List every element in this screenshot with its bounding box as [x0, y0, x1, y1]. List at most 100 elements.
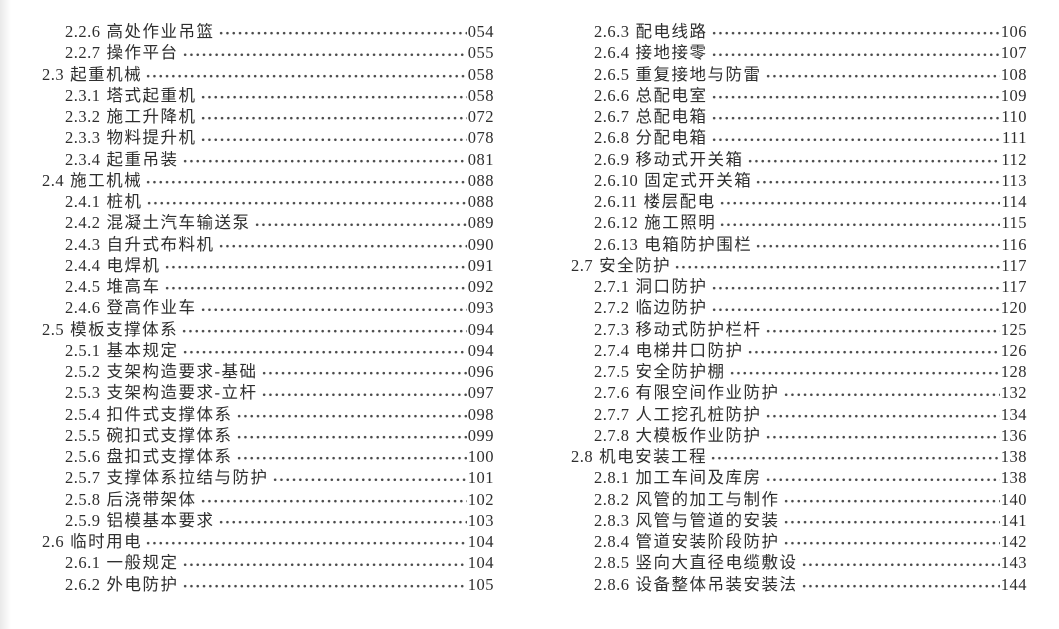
dot-leader	[181, 148, 467, 170]
toc-entry: 2.5.1 基本规定 094	[42, 339, 494, 361]
entry-number: 2.3.3	[65, 128, 101, 148]
entry-title: 支架构造要求-立杆	[106, 383, 258, 403]
entry-number: 2.2.7	[65, 43, 101, 63]
toc-entry: 2.2.7 操作平台 055	[42, 42, 494, 64]
entry-number: 2.8	[571, 447, 594, 466]
entry-page: 134	[1000, 404, 1027, 424]
entry-number: 2.3.1	[65, 85, 101, 105]
toc-entry: 2.5.7 支撑体系拉结与防护 101	[42, 467, 494, 489]
dot-leader	[782, 382, 1000, 404]
entry-page: 136	[1000, 425, 1027, 445]
dot-leader	[163, 254, 467, 276]
dot-leader	[260, 361, 467, 383]
entry-title: 风管的加工与制作	[635, 489, 780, 509]
entry-page: 103	[467, 510, 494, 530]
entry-number: 2.6.10	[594, 170, 639, 190]
toc-entry: 2.5.8 后浇带架体 102	[42, 488, 494, 510]
entry-number: 2.7	[571, 255, 594, 275]
entry-number: 2.7.8	[594, 425, 630, 445]
entry-number: 2.8.1	[594, 468, 630, 488]
dot-leader	[764, 403, 1000, 425]
dot-leader	[145, 191, 467, 213]
entry-title: 安全防护棚	[635, 362, 726, 381]
entry-title: 安全防护	[599, 255, 672, 275]
entry-title: 施工机械	[70, 170, 143, 190]
entry-number: 2.6.5	[594, 64, 630, 84]
entry-page: 114	[1001, 192, 1027, 211]
entry-page: 116	[1001, 234, 1027, 254]
entry-title: 登高作业车	[106, 298, 197, 318]
entry-title: 分配电箱	[635, 128, 708, 148]
entry-number: 2.6	[42, 532, 65, 551]
toc-entry: 2.6.9 移动式开关箱 112	[571, 148, 1027, 170]
toc-entry: 2.6.7 总配电箱 110	[571, 106, 1027, 128]
entry-title: 人工挖孔桩防护	[635, 404, 762, 424]
toc-entry: 2.8.1 加工车间及库房 138	[571, 467, 1027, 489]
toc-entry: 2.6.5 重复接地与防雷 108	[571, 63, 1027, 85]
entry-title: 风管与管道的安装	[635, 510, 780, 530]
toc-entry: 2.8.5 竖向大直径电缆敷设 143	[571, 552, 1027, 574]
dot-leader	[710, 21, 1000, 43]
toc-entry: 2.5.4 扣件式支撑体系 098	[42, 403, 494, 425]
entry-page: 104	[467, 532, 494, 551]
dot-leader	[181, 42, 467, 64]
dot-leader	[674, 254, 1001, 276]
entry-page: 055	[467, 43, 494, 63]
toc-entry: 2.6.12 施工照明 115	[571, 212, 1027, 234]
entry-page: 100	[467, 447, 494, 466]
entry-page: 112	[1001, 149, 1027, 169]
entry-number: 2.5.6	[65, 447, 101, 466]
toc-entry: 2.5.9 铝模基本要求 103	[42, 509, 494, 531]
dot-leader	[199, 488, 467, 510]
toc-entry: 2.7.7 人工挖孔桩防护 134	[571, 403, 1027, 425]
toc-entry: 2.3 起重机械 058	[42, 63, 494, 85]
dot-leader	[746, 339, 1000, 361]
entry-page: 091	[467, 255, 494, 275]
entry-number: 2.4	[42, 170, 65, 190]
entry-title: 加工车间及库房	[635, 468, 762, 488]
dot-leader	[163, 276, 467, 298]
entry-number: 2.5.8	[65, 489, 101, 509]
entry-title: 操作平台	[106, 43, 179, 63]
toc-entry: 2.5 模板支撑体系 094	[42, 318, 494, 340]
toc-entry: 2.6.8 分配电箱 111	[571, 127, 1027, 149]
entry-number: 2.6.13	[594, 234, 639, 254]
toc-entry: 2.5.6 盘扣式支撑体系 100	[42, 446, 494, 468]
entry-number: 2.6.3	[594, 22, 630, 41]
entry-number: 2.7.2	[594, 298, 630, 318]
dot-leader	[145, 63, 467, 85]
entry-page: 104	[467, 553, 494, 573]
entry-number: 2.5.2	[65, 362, 101, 381]
entry-number: 2.7.5	[594, 362, 630, 381]
entry-title: 后浇带架体	[106, 489, 197, 509]
entry-title: 楼层配电	[643, 192, 716, 211]
toc-entry: 2.8.4 管道安装阶段防护 142	[571, 531, 1027, 553]
entry-title: 机电安装工程	[599, 447, 708, 466]
dot-leader	[181, 552, 467, 574]
entry-number: 2.4.6	[65, 298, 101, 318]
entry-page: 078	[467, 128, 494, 148]
entry-title: 外电防护	[106, 574, 179, 594]
dot-leader	[145, 169, 467, 191]
toc-entry: 2.3.4 起重吊装 081	[42, 148, 494, 170]
entry-number: 2.4.3	[65, 234, 101, 254]
entry-page: 128	[1000, 362, 1027, 381]
dot-leader	[764, 424, 1000, 446]
entry-title: 支撑体系拉结与防护	[106, 468, 269, 488]
toc-entry: 2.7 安全防护 117	[571, 254, 1027, 276]
entry-page: 125	[1000, 319, 1027, 339]
dot-leader	[181, 318, 467, 340]
dot-leader	[710, 84, 1000, 106]
toc-entry: 2.6.3 配电线路 106	[571, 21, 1027, 43]
toc-entry: 2.5.5 碗扣式支撑体系 099	[42, 424, 494, 446]
toc-entry: 2.7.4 电梯井口防护 126	[571, 339, 1027, 361]
entry-page: 094	[467, 319, 494, 339]
entry-title: 临时用电	[70, 532, 143, 551]
entry-title: 总配电箱	[635, 107, 708, 126]
entry-page: 138	[1000, 468, 1027, 488]
entry-title: 临边防护	[635, 298, 708, 318]
entry-page: 097	[467, 383, 494, 403]
entry-title: 总配电室	[635, 85, 708, 105]
entry-number: 2.8.4	[594, 532, 630, 551]
dot-leader	[755, 169, 1001, 191]
